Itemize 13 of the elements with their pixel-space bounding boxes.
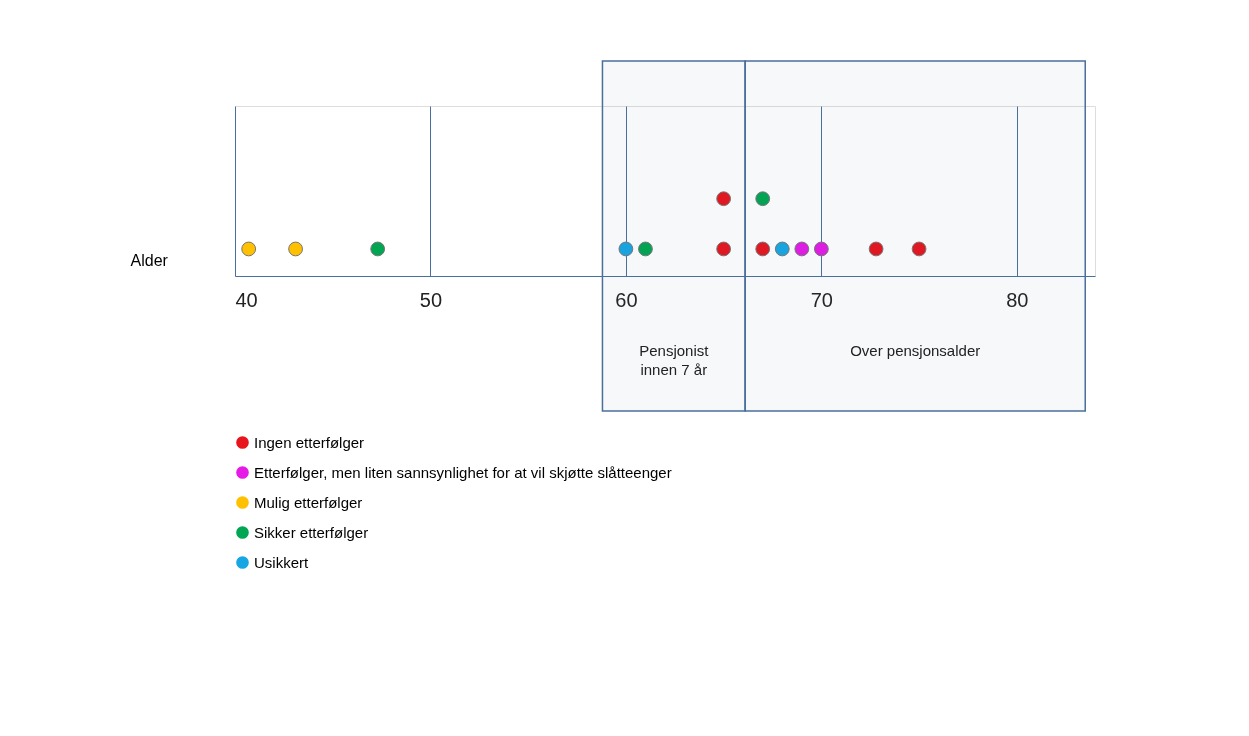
band-label: Over pensjonsalder (850, 342, 981, 359)
x-axis-title: Alder (130, 251, 169, 269)
x-tick-label: 70 (810, 288, 833, 311)
band-label: Pensjonist innen 7 år (639, 342, 710, 378)
x-tick-label: 80 (1006, 288, 1029, 311)
legend-label: Usikkert (254, 553, 309, 571)
legend-label: Sikker etterfølger (254, 523, 369, 541)
legend-label: Etterfølger, men liten sannsynlighet for at vil skjøtte slåtteenger (254, 463, 672, 481)
legend-label: Ingen etterfølger (254, 433, 365, 451)
x-tick-label: 50 (419, 288, 443, 311)
x-tick-label: 40 (235, 288, 258, 311)
x-tick-label: 60 (615, 288, 638, 311)
legend-label: Mulig etterfølger (254, 493, 363, 511)
